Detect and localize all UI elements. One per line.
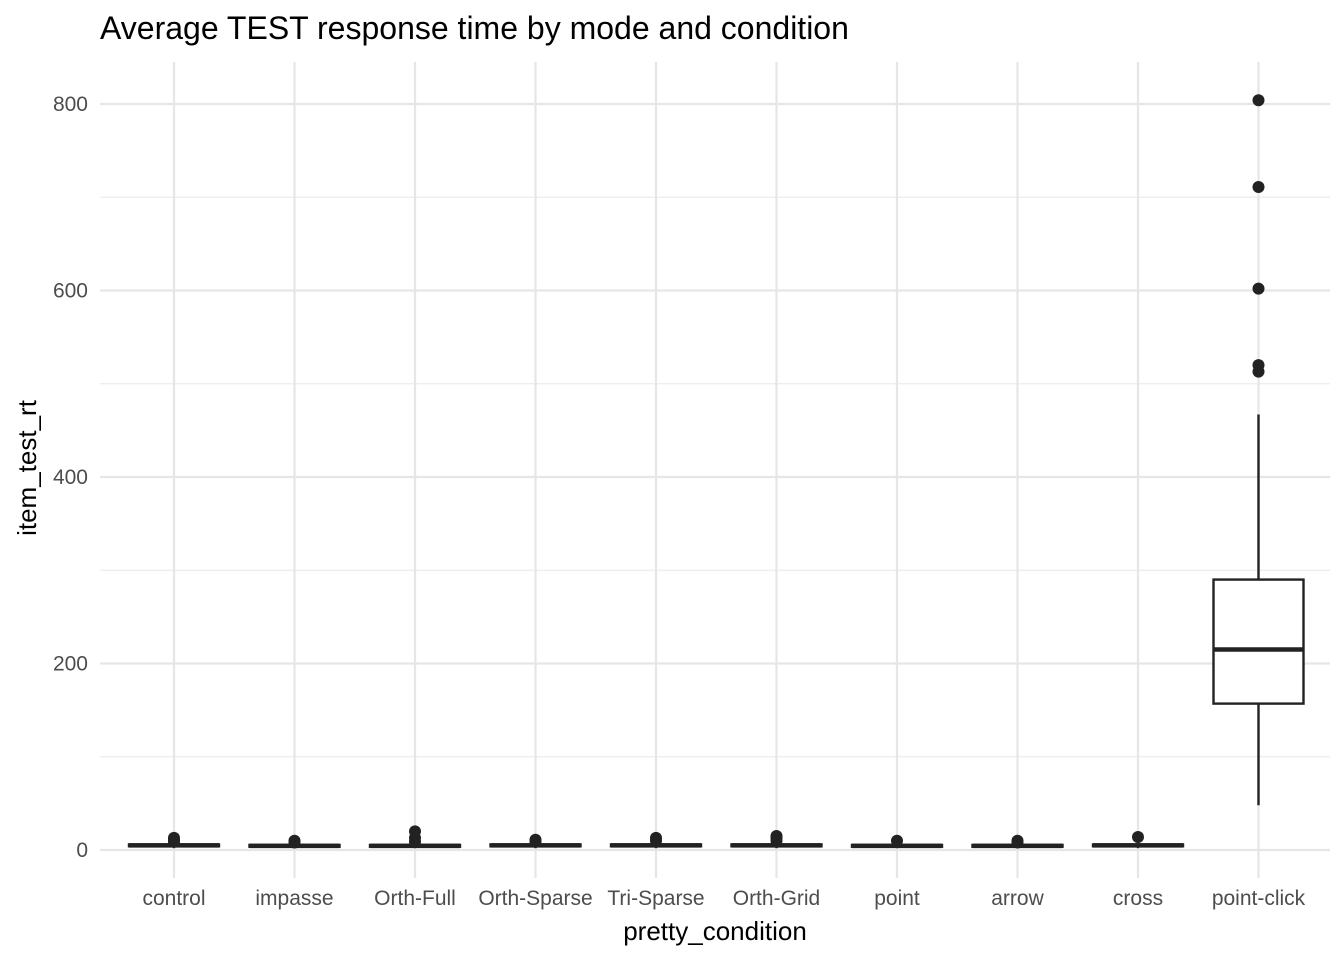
x-tick-label: arrow [991,887,1044,910]
x-tick-label: impasse [255,887,333,910]
outlier-point [1132,830,1144,843]
boxes-layer [127,94,1305,849]
outlier-point [1252,359,1265,372]
outlier-point [1252,282,1265,295]
box-Orth-Grid [730,830,823,849]
outlier-point [770,830,783,843]
outlier-point [891,834,903,847]
x-tick-label: Orth-Sparse [478,887,592,910]
outlier-point [409,825,421,838]
x-tick-label: control [142,887,205,910]
box-point [850,834,944,849]
y-tick-label: 0 [76,839,88,862]
outlier-point [1011,834,1024,847]
iqr-box [1212,578,1305,705]
box-Tri-Sparse [609,831,703,849]
x-axis-ticks: control impasse Orth-Full Orth-Sparse Tri-Sp… [142,887,1305,910]
box-impasse [248,834,341,849]
box-Orth-Full [368,825,462,849]
y-tick-label: 800 [53,93,88,116]
x-tick-label: point [874,887,920,910]
y-tick-label: 400 [53,466,88,489]
x-tick-label: Orth-Grid [733,887,821,910]
chart-title: Average TEST response time by mode and c… [100,10,849,46]
box-arrow [971,834,1064,849]
box-Orth-Sparse [489,833,582,849]
outlier-point [529,833,542,846]
y-tick-label: 200 [53,653,88,676]
y-axis-label: item_test_rt [12,399,42,536]
outlier-point [1252,180,1265,193]
outlier-point [1252,94,1265,107]
outlier-point [650,831,662,844]
box-cross [1091,830,1185,849]
y-tick-label: 600 [53,279,88,302]
x-axis-label: pretty_condition [623,916,807,946]
x-tick-label: Orth-Full [374,887,456,910]
outlier-point [288,834,301,847]
y-axis-ticks: 0 200 400 600 800 [53,93,88,862]
box-control [127,831,221,849]
x-tick-label: cross [1113,887,1163,910]
x-tick-label: Tri-Sparse [607,887,704,910]
grid-layer [100,62,1330,878]
outlier-point [168,831,180,844]
x-tick-label: point-click [1212,887,1306,910]
box-point-click [1212,94,1305,806]
